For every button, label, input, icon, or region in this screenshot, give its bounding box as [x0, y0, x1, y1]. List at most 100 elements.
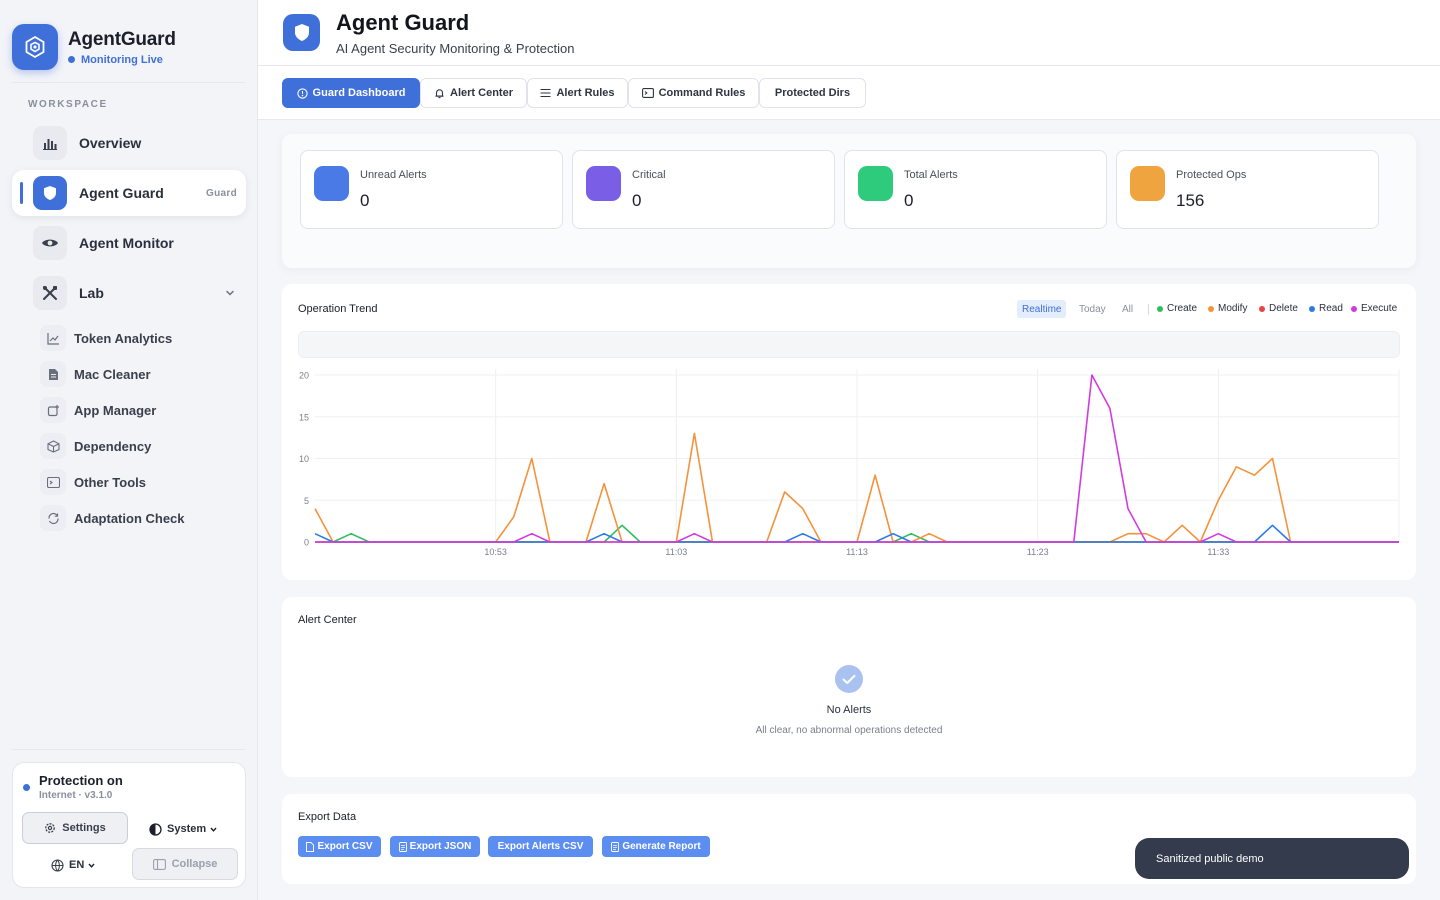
- sidebar-subitem-label: Dependency: [74, 438, 152, 454]
- export-json-button[interactable]: Export JSON: [390, 836, 480, 857]
- sidebar-subitem-label: Mac Cleaner: [74, 366, 151, 382]
- gear-icon: [44, 822, 56, 834]
- monitoring-status: Monitoring Live: [68, 54, 176, 66]
- theme-select[interactable]: System: [149, 818, 218, 840]
- range-today-button[interactable]: Today: [1079, 303, 1106, 315]
- page-subtitle: AI Agent Security Monitoring & Protectio…: [336, 41, 575, 56]
- legend-dot: [1351, 305, 1357, 312]
- theme-icon: [149, 822, 162, 836]
- alert-center-panel: Alert Center No Alerts All clear, no abn…: [282, 597, 1416, 777]
- bell-icon: [434, 88, 450, 99]
- sidebar-subitem-dependency[interactable]: Dependency: [40, 433, 151, 459]
- chevron-down-icon[interactable]: [224, 286, 236, 304]
- guard-badge: Guard: [206, 187, 237, 199]
- chart-title: Operation Trend: [298, 303, 378, 315]
- sidebar-item-agent-monitor[interactable]: Agent Monitor: [12, 220, 246, 266]
- range-all-button[interactable]: All: [1122, 303, 1134, 315]
- protection-card: Protection on Internet · v3.1.0 Settings…: [12, 762, 246, 888]
- stat-label: Total Alerts: [904, 169, 958, 181]
- collapse-label: Collapse: [171, 858, 218, 870]
- tab-label: Command Rules: [658, 87, 746, 99]
- active-indicator: [20, 182, 23, 204]
- toast-notification: Sanitized public demo: [1135, 838, 1409, 879]
- y-tick-label: 5: [304, 496, 309, 506]
- tab-label: Guard Dashboard: [312, 87, 406, 99]
- export-alerts-csv-label: Export Alerts CSV: [497, 841, 584, 852]
- terminal-icon: [641, 88, 659, 98]
- legend-dot: [1259, 305, 1265, 312]
- tab-alert-rules[interactable]: Alert Rules: [527, 78, 628, 108]
- stat-value: 156: [1176, 191, 1205, 210]
- monitoring-status-label: Monitoring Live: [81, 53, 163, 66]
- export-csv-button[interactable]: Export CSV: [298, 836, 381, 857]
- legend-dot: [1157, 305, 1163, 312]
- sidebar-subitem-app-manager[interactable]: App Manager: [40, 397, 156, 423]
- stat-label: Critical: [632, 169, 666, 181]
- legend-item-create[interactable]: Create: [1157, 303, 1197, 314]
- stat-icon: [1130, 166, 1165, 201]
- stat-label: Unread Alerts: [360, 169, 427, 181]
- sidebar-item-label: Lab: [79, 285, 104, 301]
- stat-card-total-alerts: Total Alerts 0: [844, 150, 1107, 229]
- tab-command-rules[interactable]: Command Rules: [628, 78, 759, 108]
- eye-icon: [33, 226, 67, 260]
- theme-label: System: [167, 823, 207, 835]
- collapse-button[interactable]: Collapse: [132, 848, 238, 880]
- sidebar-item-agent-guard[interactable]: Agent Guard Guard: [12, 170, 246, 216]
- language-select[interactable]: EN: [51, 854, 96, 876]
- stat-icon: [586, 166, 621, 201]
- export-alerts-csv-button[interactable]: Export Alerts CSV: [488, 836, 593, 857]
- sidebar-item-label: Overview: [79, 135, 142, 151]
- stats-panel: Unread Alerts 0 Critical 0 Total Alerts …: [282, 134, 1416, 268]
- sidebar-subitem-token-analytics[interactable]: Token Analytics: [40, 325, 172, 351]
- legend-item-delete[interactable]: Delete: [1259, 303, 1298, 314]
- stat-card-protected-ops: Protected Ops 156: [1116, 150, 1379, 229]
- globe-icon: [51, 858, 64, 872]
- stat-icon: [314, 166, 349, 201]
- refresh-icon: [40, 505, 66, 531]
- tab-alert-center[interactable]: Alert Center: [420, 78, 527, 108]
- tab-protected-dirs[interactable]: Protected Dirs: [759, 78, 866, 108]
- line-chart-icon: [40, 325, 66, 351]
- legend-item-modify[interactable]: Modify: [1208, 303, 1247, 314]
- protection-title: Protection on: [39, 773, 123, 788]
- series-line-execute: [315, 374, 1399, 543]
- file-icon: [306, 841, 317, 852]
- legend-label: Modify: [1218, 303, 1248, 314]
- legend-divider: [1148, 304, 1149, 315]
- operation-trend-chart: 0 5 10 15 20 10:53 11:03 11:13 11:23 11:33: [299, 369, 1400, 557]
- x-tick-label: 11:33: [1207, 547, 1229, 557]
- legend-item-read[interactable]: Read: [1309, 303, 1343, 314]
- stat-label: Protected Ops: [1176, 169, 1247, 181]
- protection-status-dot-icon: [23, 784, 30, 791]
- app-icon: [40, 397, 66, 423]
- sidebar-item-overview[interactable]: Overview: [12, 120, 246, 166]
- tab-label: Alert Rules: [556, 87, 615, 99]
- generate-report-button[interactable]: Generate Report: [602, 836, 710, 857]
- tab-label: Protected Dirs: [774, 87, 851, 99]
- range-realtime-button[interactable]: Realtime: [1017, 300, 1067, 318]
- generate-report-label: Generate Report: [622, 841, 701, 852]
- settings-button[interactable]: Settings: [22, 812, 128, 844]
- page-header: Agent Guard AI Agent Security Monitoring…: [258, 0, 1440, 66]
- x-tick-label: 10:53: [484, 547, 507, 557]
- tools-icon: [33, 276, 67, 310]
- x-tick-label: 11:13: [846, 547, 868, 557]
- live-dot-icon: [68, 56, 75, 63]
- dashboard-icon: [296, 87, 313, 99]
- sidebar-item-lab[interactable]: Lab: [12, 270, 246, 316]
- y-tick-label: 10: [299, 454, 309, 464]
- sidebar-subitem-mac-cleaner[interactable]: Mac Cleaner: [40, 361, 151, 387]
- sidebar-subitem-other-tools[interactable]: Other Tools: [40, 469, 146, 495]
- legend-item-execute[interactable]: Execute: [1351, 303, 1397, 314]
- sidebar-item-label: Agent Guard: [79, 185, 164, 201]
- package-icon: [40, 433, 66, 459]
- x-tick-label: 11:23: [1027, 547, 1049, 557]
- stat-value: 0: [360, 191, 370, 210]
- sidebar-subitem-adaptation-check[interactable]: Adaptation Check: [40, 505, 185, 531]
- no-alerts-subtitle: All clear, no abnormal operations detect…: [755, 725, 943, 736]
- sidebar-subitem-label: Adaptation Check: [74, 510, 185, 526]
- bar-chart-icon: [33, 126, 67, 160]
- tab-guard-dashboard[interactable]: Guard Dashboard: [282, 78, 420, 108]
- no-alerts-title: No Alerts: [826, 704, 872, 716]
